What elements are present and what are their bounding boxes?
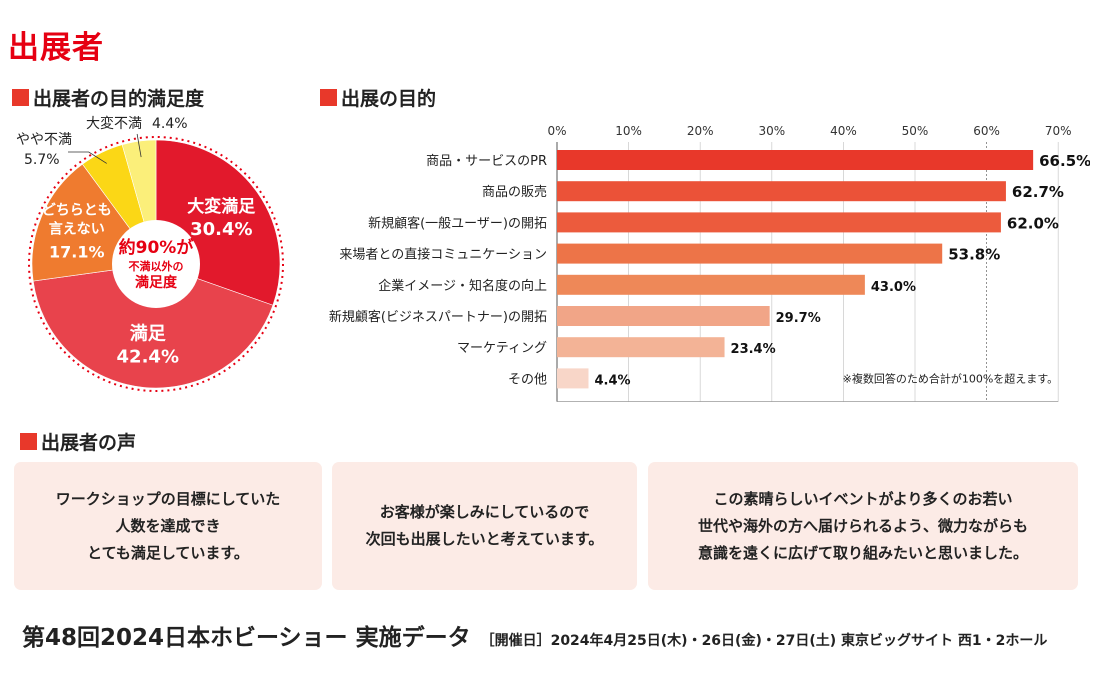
pie-leader-line xyxy=(136,133,142,158)
satisfaction-heading: 出展者の目的満足度 xyxy=(12,84,204,111)
voice-card: ワークショップの目標にしていた 人数を達成でき とても満足しています。 xyxy=(14,462,322,590)
category-label: マーケティング xyxy=(457,341,547,356)
value-label: 53.8% xyxy=(948,246,1000,264)
bar xyxy=(557,306,770,326)
voices-heading: 出展者の声 xyxy=(20,428,136,455)
category-label: 新規顧客(ビジネスパートナー)の開拓 xyxy=(329,309,547,325)
category-label: 商品の販売 xyxy=(482,184,547,200)
voice-text: ワークショップの目標にしていた 人数を達成でき とても満足しています。 xyxy=(55,489,281,562)
value-label: 23.4% xyxy=(731,342,776,357)
pie-slice-value: 30.4% xyxy=(190,219,252,240)
x-tick-label: 30% xyxy=(758,124,785,138)
value-label: 62.0% xyxy=(1007,214,1059,232)
voices-area: ワークショップの目標にしていた 人数を達成でき とても満足しています。 お客様が… xyxy=(14,462,1078,590)
pie-slice-label: どちらとも xyxy=(42,203,112,219)
category-label: 来場者との直接コミュニケーション xyxy=(339,247,547,263)
heading-square-icon xyxy=(20,433,37,450)
pie-slice-label: やや不満 xyxy=(16,132,72,148)
pie-center-circle xyxy=(112,220,200,308)
bar xyxy=(557,150,1034,170)
voice-card: この素晴らしいイベントがより多くのお若い 世代や海外の方へ届けられるよう、微力な… xyxy=(648,462,1078,590)
bar xyxy=(557,181,1006,202)
pie-slice-label: 言えない xyxy=(49,221,105,238)
category-label: 新規顧客(一般ユーザー)の開拓 xyxy=(368,215,547,231)
heading-square-icon xyxy=(12,89,29,106)
bar xyxy=(557,337,725,358)
x-tick-label: 60% xyxy=(973,124,1000,138)
voice-text: お客様が楽しみにしているので 次回も出展したいと考えています。 xyxy=(365,503,604,548)
x-tick-label: 40% xyxy=(830,124,857,138)
voice-card: お客様が楽しみにしているので 次回も出展したいと考えています。 xyxy=(332,462,637,590)
page-title: 出展者 xyxy=(8,30,104,66)
bar xyxy=(557,243,943,264)
x-tick-label: 10% xyxy=(615,124,642,138)
category-label: その他 xyxy=(508,372,547,387)
bar xyxy=(557,274,865,295)
value-label: 43.0% xyxy=(871,280,916,295)
value-label: 29.7% xyxy=(776,311,821,326)
pie-leader-line xyxy=(68,151,107,164)
bar xyxy=(557,368,589,389)
purpose-bar-chart: 0% 10% 20% 30% 40% 50% 60% 70% 商品・サービスのPR 66.5% 商品… xyxy=(329,124,1090,403)
value-label: 66.5% xyxy=(1039,152,1090,170)
category-label: 企業イメージ・知名度の向上 xyxy=(378,278,547,294)
purpose-heading-text: 出展の目的 xyxy=(341,88,437,110)
event-info: ［開催日］2024年4月25日(木)・26日(金)・27日(土) 東京ビッグサイ… xyxy=(480,633,1048,649)
value-label: 62.7% xyxy=(1012,183,1064,201)
pie-slice-value: 4.4% xyxy=(152,116,188,132)
x-tick-label: 0% xyxy=(547,124,566,138)
x-tick-label: 70% xyxy=(1045,124,1072,138)
chart-note: ※複数回答のため合計が100%を超えます。 xyxy=(843,371,1059,385)
pie-dotted-outline xyxy=(28,136,284,392)
pie-slice-value: 42.4% xyxy=(117,347,179,368)
pie-center-label: 約90%が xyxy=(119,237,194,258)
x-tick-label: 20% xyxy=(687,124,714,138)
pie-center-label: 不満以外の xyxy=(129,259,184,273)
satisfaction-heading-text: 出展者の目的満足度 xyxy=(33,88,205,110)
category-label: 商品・サービスのPR xyxy=(426,154,547,169)
pie-center-label: 満足度 xyxy=(135,274,178,291)
heading-square-icon xyxy=(320,89,337,106)
pie-slice xyxy=(32,263,274,389)
x-tick-label: 50% xyxy=(902,124,929,138)
pie-slice-label: 大変不満 xyxy=(86,115,142,132)
event-footer: 第48回2024日本ホビーショー 実施データ ［開催日］2024年4月25日(木… xyxy=(22,618,1047,652)
purpose-heading: 出展の目的 xyxy=(320,84,436,111)
pie-slice-value: 5.7% xyxy=(24,152,60,168)
voices-heading-text: 出展者の声 xyxy=(41,432,137,454)
pie-slice-label: 大変満足 xyxy=(187,196,255,217)
voice-text: この素晴らしいイベントがより多くのお若い 世代や海外の方へ届けられるよう、微力な… xyxy=(697,489,1028,562)
bar xyxy=(557,212,1001,233)
event-title: 第48回2024日本ホビーショー 実施データ xyxy=(22,625,471,651)
pie-slice-value: 17.1% xyxy=(49,243,105,262)
pie-slice-label: 満足 xyxy=(130,323,166,345)
value-label: 4.4% xyxy=(595,373,631,388)
